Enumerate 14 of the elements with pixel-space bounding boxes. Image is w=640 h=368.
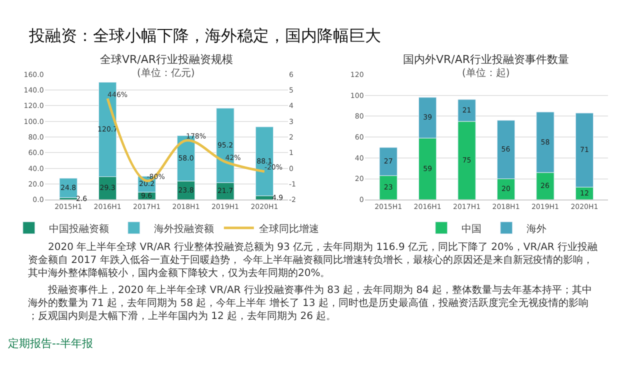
- text: 投融资事件上，2020 年上半年全球 VR/AR 行业投融资事件为 83 起，去年同期为 84 起，整体数量与去年基本持平；其中海外的数量为 71 起，去年同期为 58 起，今年上半年 增长了 13 起，同时也是历史最高值，投融资活跃度完全无视疫情的影响；反观国内则是大幅下滑，上半年国内为 12 起，去年同期为 26 起。: [28, 284, 592, 322]
- chart-subtitle: (单位：亿元): [137, 67, 195, 79]
- legend-label: 海外投融资额: [154, 222, 214, 235]
- legend-label: 中国: [461, 222, 482, 235]
- text: 2020 年上半年全球 VR/AR 行业整体投融资总额为 93 亿元，去年同期为 116.9 亿元，同比下降了 20%，VR/AR 行业投融资金额自 2017 年跌入低谷一直处于回暖趋势， 今年上半年融资额同比增速转负增长，最核心的原因还是来自新冠疫情的影响，其中海外整体降幅较小，国内金额下降较大，仅为去年同期的20%。: [28, 241, 598, 279]
- text: 定期报告--半年报: [8, 337, 93, 350]
- text: 投融资：全球小幅下降，海外稳定，国内降幅巨大: [28, 26, 381, 45]
- chart-title: 全球VR/AR行业投融资规模: [100, 53, 234, 66]
- legend-label: 中国投融资额: [48, 222, 109, 235]
- legend-label: 全球同比增速: [258, 222, 319, 235]
- chart-title: 国内外VR/AR行业投融资事件数量: [403, 53, 570, 66]
- chart-subtitle: (单位：起): [462, 67, 510, 79]
- bar: [59, 178, 78, 198]
- legend-label: 海外: [526, 222, 546, 235]
